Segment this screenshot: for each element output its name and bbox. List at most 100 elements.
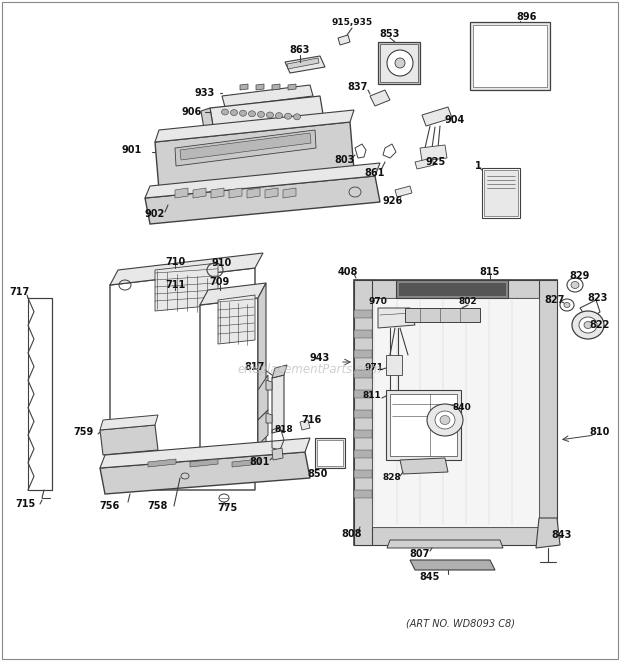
Bar (482, 168, 520, 218)
Polygon shape (400, 458, 448, 474)
Bar (386, 390, 461, 460)
Polygon shape (354, 330, 372, 338)
Polygon shape (100, 415, 158, 430)
Polygon shape (258, 283, 266, 480)
Polygon shape (422, 107, 452, 126)
Text: 925: 925 (426, 157, 446, 167)
Polygon shape (247, 188, 260, 198)
Text: eReplacementParts.com: eReplacementParts.com (238, 364, 382, 377)
Polygon shape (354, 410, 372, 418)
Text: 801: 801 (250, 457, 270, 467)
Text: 802: 802 (459, 297, 477, 307)
Polygon shape (272, 365, 287, 378)
Polygon shape (229, 188, 242, 198)
Text: 815: 815 (480, 267, 500, 277)
Polygon shape (222, 85, 313, 107)
Text: 716: 716 (302, 415, 322, 425)
Polygon shape (175, 188, 188, 198)
Polygon shape (338, 35, 350, 45)
Text: 926: 926 (383, 196, 403, 206)
Polygon shape (354, 310, 372, 318)
Polygon shape (378, 308, 415, 328)
Polygon shape (396, 280, 508, 298)
Polygon shape (354, 280, 557, 298)
Polygon shape (155, 110, 354, 142)
Ellipse shape (249, 111, 255, 117)
Polygon shape (354, 470, 372, 478)
Polygon shape (354, 390, 372, 398)
Polygon shape (272, 375, 284, 433)
Polygon shape (155, 263, 218, 311)
Bar (317, 440, 343, 466)
Text: 915,935: 915,935 (332, 17, 373, 26)
Text: 902: 902 (145, 209, 165, 219)
Text: 775: 775 (218, 503, 238, 513)
Polygon shape (201, 108, 214, 135)
Bar (473, 25, 547, 87)
Text: 970: 970 (368, 297, 388, 307)
Polygon shape (272, 448, 283, 460)
Polygon shape (218, 295, 255, 344)
Polygon shape (100, 438, 310, 468)
Ellipse shape (564, 303, 570, 307)
Ellipse shape (285, 113, 291, 119)
Polygon shape (145, 163, 380, 198)
Text: 817: 817 (245, 362, 265, 372)
Polygon shape (110, 253, 263, 285)
Text: 709: 709 (210, 277, 230, 287)
Text: 829: 829 (570, 271, 590, 281)
Bar (315, 438, 345, 468)
Ellipse shape (571, 282, 579, 288)
Polygon shape (420, 145, 447, 161)
Ellipse shape (427, 404, 463, 436)
Polygon shape (110, 268, 255, 490)
Polygon shape (354, 430, 372, 438)
Text: 853: 853 (380, 29, 400, 39)
Polygon shape (190, 459, 218, 467)
Text: 710: 710 (165, 257, 185, 267)
Ellipse shape (349, 187, 361, 197)
Text: 843: 843 (552, 530, 572, 540)
Text: 827: 827 (545, 295, 565, 305)
Polygon shape (415, 158, 434, 169)
Polygon shape (180, 133, 311, 160)
Ellipse shape (257, 112, 265, 118)
Text: 808: 808 (342, 529, 362, 539)
Polygon shape (354, 527, 557, 545)
Polygon shape (370, 90, 390, 106)
Ellipse shape (435, 411, 455, 429)
Ellipse shape (395, 58, 405, 68)
Polygon shape (387, 540, 503, 548)
Polygon shape (175, 130, 316, 166)
Polygon shape (300, 420, 310, 430)
Ellipse shape (275, 112, 283, 118)
Polygon shape (200, 283, 266, 305)
Ellipse shape (572, 311, 604, 339)
Polygon shape (266, 413, 272, 423)
Polygon shape (354, 490, 372, 498)
Text: 717: 717 (10, 287, 30, 297)
Text: 840: 840 (453, 403, 471, 412)
Text: 811: 811 (363, 391, 381, 399)
Text: 828: 828 (383, 473, 401, 483)
Polygon shape (539, 280, 557, 545)
Text: 863: 863 (290, 45, 310, 55)
Text: 408: 408 (338, 267, 358, 277)
Polygon shape (256, 84, 264, 90)
Bar (470, 22, 550, 90)
Bar (484, 170, 518, 216)
Ellipse shape (293, 114, 301, 120)
Text: 901: 901 (122, 145, 142, 155)
Polygon shape (410, 560, 495, 570)
Bar (390, 394, 457, 456)
Polygon shape (211, 188, 224, 198)
Bar (378, 42, 420, 84)
Text: 756: 756 (100, 501, 120, 511)
Polygon shape (28, 298, 52, 490)
Text: 933: 933 (195, 88, 215, 98)
Text: 818: 818 (275, 426, 293, 434)
Text: 861: 861 (365, 168, 385, 178)
Polygon shape (210, 96, 324, 132)
Ellipse shape (231, 110, 237, 116)
Text: 850: 850 (308, 469, 328, 479)
